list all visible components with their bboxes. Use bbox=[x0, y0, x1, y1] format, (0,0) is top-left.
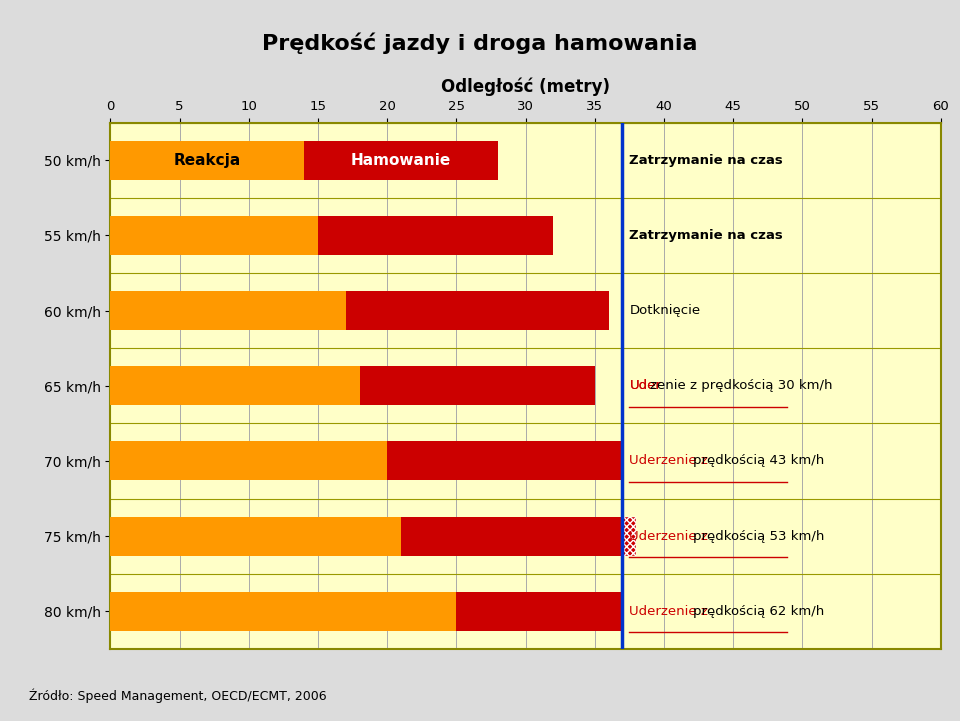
Text: Uder: Uder bbox=[630, 379, 661, 392]
Bar bbox=[401, 516, 622, 556]
X-axis label: Odległość (metry): Odległość (metry) bbox=[441, 77, 611, 95]
Bar bbox=[359, 366, 595, 405]
Text: prędkością 53 km/h: prędkością 53 km/h bbox=[692, 530, 824, 543]
Text: Hamowanie: Hamowanie bbox=[351, 153, 451, 168]
Bar bbox=[346, 291, 609, 330]
Text: Prędkość jazdy i droga hamowania: Prędkość jazdy i droga hamowania bbox=[262, 32, 698, 54]
Text: Zatrzymanie na czas: Zatrzymanie na czas bbox=[630, 154, 783, 167]
Bar bbox=[387, 441, 622, 480]
Bar bbox=[304, 141, 498, 180]
Bar bbox=[110, 366, 359, 405]
Text: Uderzenie z: Uderzenie z bbox=[630, 605, 712, 618]
Bar bbox=[110, 291, 346, 330]
Bar bbox=[622, 516, 636, 556]
Bar bbox=[456, 592, 622, 631]
Text: Uderzenie z: Uderzenie z bbox=[630, 530, 712, 543]
Text: Uderzenie z: Uderzenie z bbox=[630, 454, 712, 467]
Text: Reakcja: Reakcja bbox=[174, 153, 241, 168]
Bar bbox=[110, 216, 318, 255]
Text: Dotknięcie: Dotknięcie bbox=[630, 304, 701, 317]
Text: prędkością 62 km/h: prędkością 62 km/h bbox=[692, 605, 824, 618]
Text: Źródło: Speed Management, OECD/ECMT, 2006: Źródło: Speed Management, OECD/ECMT, 200… bbox=[29, 689, 326, 703]
Bar bbox=[110, 141, 304, 180]
Text: Zatrzymanie na czas: Zatrzymanie na czas bbox=[630, 229, 783, 242]
Bar bbox=[110, 592, 456, 631]
Bar bbox=[110, 516, 401, 556]
Bar bbox=[318, 216, 553, 255]
Text: prędkością 43 km/h: prędkością 43 km/h bbox=[692, 454, 824, 467]
Bar bbox=[110, 441, 387, 480]
Text: zenie z prędkością 30 km/h: zenie z prędkością 30 km/h bbox=[651, 379, 833, 392]
Bar bbox=[622, 516, 636, 556]
Text: Uder: Uder bbox=[630, 379, 661, 392]
